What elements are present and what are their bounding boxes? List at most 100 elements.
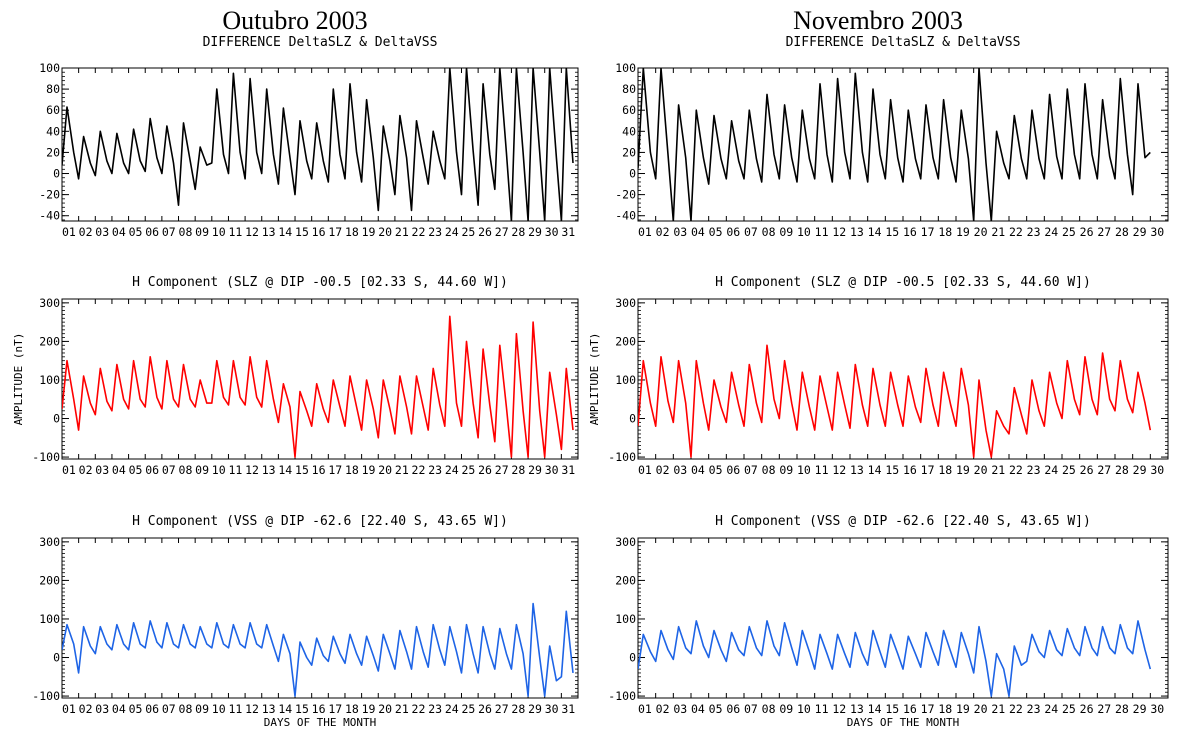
x-tick-label: 01 bbox=[638, 702, 652, 716]
x-tick-label: 15 bbox=[885, 702, 899, 716]
x-tick-label: 18 bbox=[345, 702, 359, 716]
x-tick-label: 20 bbox=[974, 225, 988, 239]
x-tick-label: 17 bbox=[328, 463, 342, 477]
month-title-october: Outubro 2003 bbox=[222, 6, 367, 35]
x-tick-label: 27 bbox=[495, 463, 509, 477]
x-tick-label: 29 bbox=[1133, 702, 1147, 716]
x-tick-label: 04 bbox=[691, 702, 705, 716]
x-tick-label: 10 bbox=[212, 702, 226, 716]
y-axis-label: AMPLITUDE (nT) bbox=[588, 333, 601, 426]
x-tick-label: 13 bbox=[850, 225, 864, 239]
x-tick-label: 29 bbox=[1133, 225, 1147, 239]
x-tick-label: 24 bbox=[1044, 702, 1058, 716]
x-tick-label: 06 bbox=[726, 702, 740, 716]
x-tick-label: 07 bbox=[744, 225, 758, 239]
x-tick-label: 19 bbox=[956, 463, 970, 477]
x-tick-label: 11 bbox=[228, 463, 242, 477]
panel-title: DIFFERENCE DeltaSLZ & DeltaVSS bbox=[203, 35, 438, 50]
y-tick-label: 200 bbox=[615, 334, 636, 348]
x-tick-label: 24 bbox=[445, 463, 459, 477]
x-tick-label: 25 bbox=[1062, 702, 1076, 716]
x-tick-label: 31 bbox=[561, 702, 575, 716]
plot-frame bbox=[61, 298, 579, 460]
series-line-1 bbox=[638, 344, 1152, 458]
y-tick-label: 0 bbox=[629, 412, 636, 426]
x-tick-label: 14 bbox=[868, 225, 882, 239]
x-tick-label: 16 bbox=[903, 225, 917, 239]
x-tick-label: 16 bbox=[903, 463, 917, 477]
x-tick-label: 21 bbox=[991, 463, 1005, 477]
y-tick-label: 200 bbox=[39, 334, 60, 348]
x-tick-label: 05 bbox=[709, 702, 723, 716]
month-title-november: Novembro 2003 bbox=[793, 6, 963, 35]
y-tick-label: 100 bbox=[615, 612, 636, 626]
x-tick-label: 06 bbox=[726, 463, 740, 477]
y-tick-label: 200 bbox=[39, 573, 60, 587]
x-tick-label: 30 bbox=[1150, 225, 1164, 239]
x-tick-label: 26 bbox=[478, 463, 492, 477]
series-line-1 bbox=[638, 68, 1151, 221]
y-tick-label: 100 bbox=[615, 61, 636, 75]
y-tick-label: 300 bbox=[615, 535, 636, 549]
x-tick-label: 18 bbox=[938, 463, 952, 477]
y-tick-label: 300 bbox=[39, 296, 60, 310]
x-tick-label: 30 bbox=[545, 225, 559, 239]
x-tick-label: 22 bbox=[1009, 463, 1023, 477]
x-tick-label: 11 bbox=[815, 225, 829, 239]
y-tick-label: 100 bbox=[39, 373, 60, 387]
x-tick-label: 04 bbox=[112, 702, 126, 716]
x-tick-label: 20 bbox=[378, 225, 392, 239]
x-tick-label: 24 bbox=[445, 225, 459, 239]
x-tick-label: 11 bbox=[815, 702, 829, 716]
x-tick-label: 03 bbox=[673, 702, 687, 716]
x-tick-label: 02 bbox=[656, 702, 670, 716]
x-tick-label: 22 bbox=[412, 463, 426, 477]
x-tick-label: 29 bbox=[528, 463, 542, 477]
x-tick-label: 14 bbox=[278, 702, 292, 716]
x-tick-label: 06 bbox=[145, 463, 159, 477]
y-tick-label: -100 bbox=[32, 689, 60, 703]
x-tick-label: 23 bbox=[1027, 225, 1041, 239]
x-tick-label: 19 bbox=[362, 463, 376, 477]
x-tick-label: 28 bbox=[1115, 225, 1129, 239]
chart-panel-5: H Component (VSS @ DIP -62.6 [22.40 S, 4… bbox=[32, 514, 579, 729]
x-tick-label: 30 bbox=[545, 463, 559, 477]
x-tick-label: 10 bbox=[797, 702, 811, 716]
y-tick-label: 80 bbox=[622, 82, 636, 96]
chart-panel-4: H Component (SLZ @ DIP -00.5 [02.33 S, 4… bbox=[588, 275, 1169, 477]
x-tick-label: 04 bbox=[112, 463, 126, 477]
x-tick-label: 07 bbox=[162, 463, 176, 477]
x-tick-label: 27 bbox=[1097, 463, 1111, 477]
y-axis-label: AMPLITUDE (nT) bbox=[12, 333, 25, 426]
x-tick-label: 14 bbox=[868, 463, 882, 477]
x-tick-label: 09 bbox=[195, 463, 209, 477]
x-tick-label: 29 bbox=[528, 225, 542, 239]
panel-title: H Component (VSS @ DIP -62.6 [22.40 S, 4… bbox=[715, 514, 1091, 529]
series-line-1 bbox=[62, 602, 574, 697]
x-tick-label: 05 bbox=[709, 225, 723, 239]
series-line-1 bbox=[638, 620, 1152, 697]
x-tick-label: 03 bbox=[673, 225, 687, 239]
chart-panel-6: H Component (VSS @ DIP -62.6 [22.40 S, 4… bbox=[608, 514, 1169, 729]
x-tick-label: 02 bbox=[656, 463, 670, 477]
x-tick-label: 02 bbox=[79, 702, 93, 716]
plot-frame bbox=[637, 537, 1169, 699]
x-tick-label: 24 bbox=[1044, 225, 1058, 239]
y-tick-label: -20 bbox=[615, 188, 636, 202]
x-tick-label: 12 bbox=[832, 702, 846, 716]
x-tick-label: 20 bbox=[378, 702, 392, 716]
panel-title: DIFFERENCE DeltaSLZ & DeltaVSS bbox=[786, 35, 1021, 50]
x-tick-label: 11 bbox=[815, 463, 829, 477]
plot-frame bbox=[61, 537, 579, 699]
x-tick-label: 07 bbox=[162, 225, 176, 239]
y-tick-label: -40 bbox=[615, 209, 636, 223]
x-tick-label: 25 bbox=[461, 225, 475, 239]
x-tick-label: 09 bbox=[779, 225, 793, 239]
y-tick-label: 0 bbox=[629, 167, 636, 181]
y-tick-label: 60 bbox=[46, 103, 60, 117]
x-tick-label: 26 bbox=[1080, 225, 1094, 239]
y-tick-label: -100 bbox=[32, 450, 60, 464]
x-tick-label: 09 bbox=[779, 702, 793, 716]
x-tick-label: 06 bbox=[145, 225, 159, 239]
